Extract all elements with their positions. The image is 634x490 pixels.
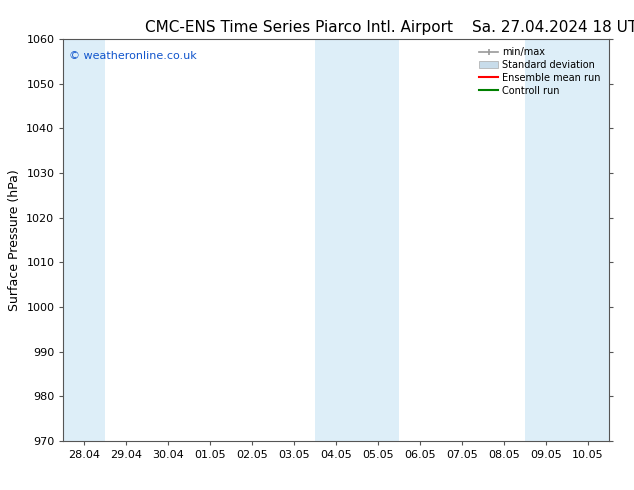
Text: CMC-ENS Time Series Piarco Intl. Airport: CMC-ENS Time Series Piarco Intl. Airport — [145, 20, 453, 35]
Bar — [315, 39, 399, 441]
Text: © weatheronline.co.uk: © weatheronline.co.uk — [69, 51, 197, 61]
Y-axis label: Surface Pressure (hPa): Surface Pressure (hPa) — [8, 169, 21, 311]
Bar — [525, 39, 609, 441]
Legend: min/max, Standard deviation, Ensemble mean run, Controll run: min/max, Standard deviation, Ensemble me… — [476, 44, 604, 98]
Bar — [63, 39, 105, 441]
Text: Sa. 27.04.2024 18 UTC: Sa. 27.04.2024 18 UTC — [472, 20, 634, 35]
